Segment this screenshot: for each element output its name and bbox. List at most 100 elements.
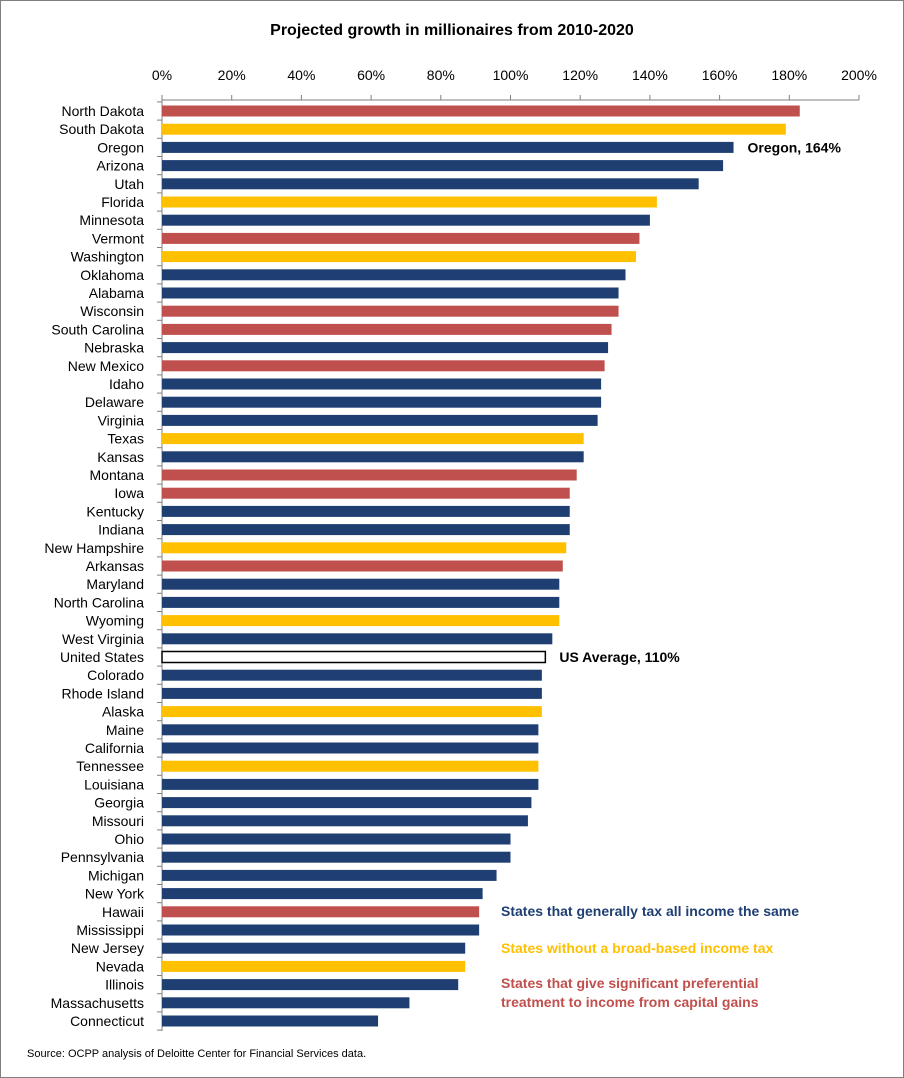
- category-label: Delaware: [85, 394, 144, 410]
- bar: [162, 724, 539, 736]
- chart-title: Projected growth in millionaires from 20…: [270, 22, 634, 39]
- category-label: Connecticut: [70, 1013, 144, 1029]
- bar: [162, 396, 602, 408]
- category-label: United States: [60, 649, 144, 665]
- bar: [162, 596, 560, 608]
- category-label: Alabama: [89, 285, 144, 301]
- annotation-label: US Average, 110%: [559, 649, 680, 665]
- category-label: Oklahoma: [80, 267, 144, 283]
- bar: [162, 706, 542, 718]
- x-tick-label: 180%: [771, 67, 807, 83]
- category-label: Michigan: [88, 867, 144, 883]
- bar: [162, 833, 511, 845]
- category-label: Alaska: [102, 704, 144, 720]
- bar: [161, 650, 547, 664]
- bar: [162, 251, 636, 263]
- category-label: Hawaii: [102, 904, 144, 920]
- bar: [162, 105, 800, 117]
- category-label: Wisconsin: [80, 303, 144, 319]
- category-label: Vermont: [92, 230, 144, 246]
- bar: [162, 305, 619, 317]
- bar: [162, 979, 459, 991]
- bar: [162, 669, 542, 681]
- category-label: South Carolina: [51, 321, 144, 337]
- category-label: Massachusetts: [51, 995, 144, 1011]
- category-label: Nebraska: [84, 340, 144, 356]
- bar: [162, 487, 570, 499]
- annotations-group: Oregon, 164% US Average, 110%: [559, 139, 841, 665]
- bar: [162, 196, 657, 208]
- category-label: South Dakota: [59, 121, 144, 137]
- category-label: Oregon: [97, 139, 144, 155]
- category-label: Minnesota: [79, 212, 144, 228]
- bar: [162, 924, 480, 936]
- category-label: Colorado: [87, 667, 144, 683]
- legend-entry: States without a broad-based income tax: [501, 940, 773, 956]
- category-label: North Carolina: [54, 594, 144, 610]
- category-label: Nevada: [96, 958, 144, 974]
- category-label: Georgia: [94, 795, 144, 811]
- category-label: New York: [85, 886, 145, 902]
- bar: [162, 633, 553, 645]
- bars-group: [161, 105, 800, 1027]
- category-label: Maine: [106, 722, 144, 738]
- bar: [162, 1015, 379, 1027]
- bar: [162, 232, 640, 244]
- bar: [162, 360, 605, 372]
- category-label: Texas: [107, 431, 144, 447]
- category-label: New Mexico: [68, 358, 144, 374]
- x-tick-label: 0%: [152, 67, 172, 83]
- category-label: Montana: [90, 467, 145, 483]
- source-note: Source: OCPP analysis of Deloitte Center…: [27, 1048, 366, 1060]
- x-tick-label: 40%: [287, 67, 315, 83]
- category-label: Maryland: [86, 576, 144, 592]
- legend-entry: treatment to income from capital gains: [501, 994, 759, 1010]
- bar: [162, 869, 497, 881]
- bar: [162, 942, 466, 954]
- bar: [162, 797, 532, 809]
- bar: [162, 178, 699, 190]
- bar: [162, 123, 786, 135]
- category-label: Arizona: [97, 158, 145, 174]
- category-label: West Virginia: [62, 631, 144, 647]
- bar: [162, 851, 511, 863]
- category-label: Florida: [101, 194, 144, 210]
- category-label: Arkansas: [86, 558, 144, 574]
- bar: [162, 505, 570, 517]
- bar: [162, 323, 612, 335]
- category-label: New Hampshire: [44, 540, 144, 556]
- legend-entry: States that give significant preferentia…: [501, 975, 759, 991]
- x-tick-label: 20%: [218, 67, 246, 83]
- category-label: Tennessee: [76, 758, 144, 774]
- category-label: Virginia: [98, 412, 145, 428]
- bar: [162, 451, 584, 463]
- category-label: North Dakota: [62, 103, 145, 119]
- bar: [162, 414, 598, 426]
- category-labels: North Dakota South Dakota Oregon Arizona Uta…: [44, 103, 145, 1029]
- x-tick-label: 160%: [702, 67, 738, 83]
- category-label: Washington: [71, 249, 144, 265]
- bar: [162, 287, 619, 299]
- category-label: Iowa: [114, 485, 144, 501]
- annotation-label: Oregon, 164%: [748, 139, 842, 155]
- category-label: Ohio: [114, 831, 144, 847]
- bar: [162, 141, 734, 153]
- category-label: Kansas: [97, 449, 144, 465]
- bar: [162, 615, 560, 627]
- category-label: Utah: [114, 176, 144, 192]
- category-label: Pennsylvania: [61, 849, 144, 865]
- x-axis-ticks: 0% 20% 40% 60% 80% 100% 120% 140% 160% 180% 200%: [152, 67, 877, 1031]
- bar: [162, 760, 539, 772]
- category-label: Rhode Island: [61, 685, 144, 701]
- category-label: California: [85, 740, 144, 756]
- bar: [162, 269, 626, 281]
- x-tick-label: 120%: [562, 67, 598, 83]
- bar: [162, 433, 584, 445]
- bar: [162, 524, 570, 536]
- category-label: Wyoming: [86, 613, 144, 629]
- x-tick-label: 100%: [493, 67, 529, 83]
- bar: [162, 997, 410, 1009]
- bar: [162, 815, 528, 827]
- bar: [162, 906, 480, 918]
